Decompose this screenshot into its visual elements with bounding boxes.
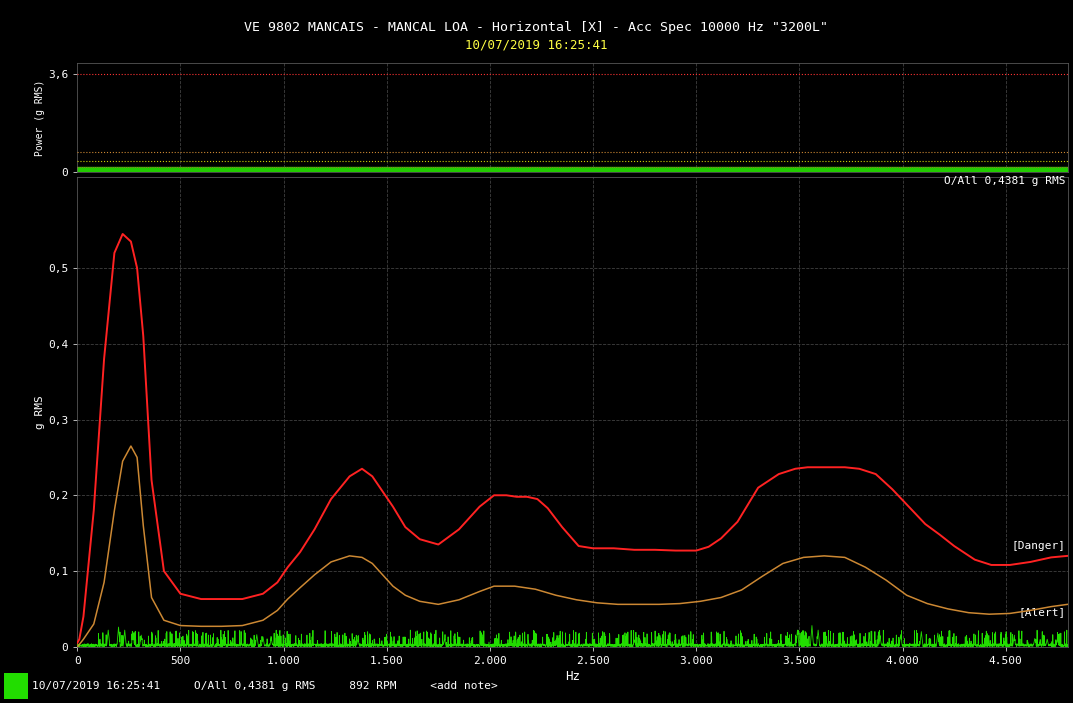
X-axis label: Hz: Hz (565, 670, 579, 683)
Text: 10/07/2019 16:25:41     O/All 0,4381 g RMS     892 RPM     <add note>: 10/07/2019 16:25:41 O/All 0,4381 g RMS 8… (32, 681, 498, 691)
Text: VE 9802 MANCAIS - MANCAL LOA - Horizontal [X] - Acc Spec 10000 Hz "3200L": VE 9802 MANCAIS - MANCAL LOA - Horizonta… (245, 21, 828, 34)
Text: O/All 0,4381 g RMS: O/All 0,4381 g RMS (944, 176, 1065, 186)
Text: 10/07/2019 16:25:41: 10/07/2019 16:25:41 (466, 39, 607, 51)
Y-axis label: g RMS: g RMS (35, 395, 45, 429)
Bar (4, 673, 28, 699)
Text: [Alert]: [Alert] (1018, 607, 1065, 617)
Y-axis label: Power (g RMS): Power (g RMS) (35, 79, 45, 156)
Text: [Danger]: [Danger] (1012, 541, 1065, 551)
Bar (77, 167, 1068, 172)
